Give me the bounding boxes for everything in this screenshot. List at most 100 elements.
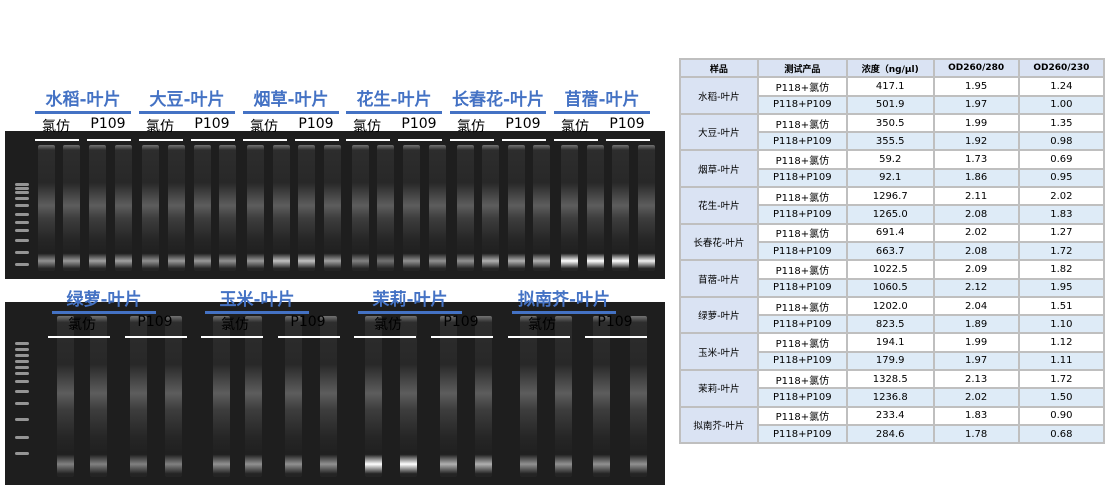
gel-lane xyxy=(324,145,341,271)
table-cell: 0.95 xyxy=(1017,167,1106,189)
gel-lane xyxy=(285,316,302,477)
table-cell: 823.5 xyxy=(845,314,935,335)
table-cell: 1.12 xyxy=(1017,332,1106,353)
ladder-band xyxy=(15,418,29,421)
ladder-band xyxy=(15,372,29,375)
table-cell: 1328.5 xyxy=(845,369,935,390)
ladder-band xyxy=(15,380,29,383)
ladder-band xyxy=(15,342,29,345)
table-row: 烟草-叶片 P118+氯仿 59.2 1.73 0.69 xyxy=(679,149,1106,189)
lane-group-bar xyxy=(139,139,183,141)
table-cell: 350.5 xyxy=(845,112,935,134)
gel-group-label: 绿萝-叶片 xyxy=(52,290,156,314)
lane-group-bar xyxy=(125,336,187,338)
gel-group-label: 水稻-叶片 xyxy=(35,90,131,114)
table-cell: 0.98 xyxy=(1017,131,1106,152)
gel-group-label: 烟草-叶片 xyxy=(243,90,339,114)
sample-cell: 苜蓿-叶片 xyxy=(679,259,759,298)
lane-group-bar xyxy=(201,336,263,338)
table-cell: 1.99 xyxy=(932,332,1020,353)
table-cell: 1.95 xyxy=(1017,277,1106,298)
gel-lane xyxy=(587,145,604,271)
ladder-band xyxy=(15,360,29,363)
sample-cell: 水稻-叶片 xyxy=(679,76,759,115)
lane-group-bar xyxy=(346,139,390,141)
lane-label: P109 xyxy=(597,314,633,330)
table-cell: 2.02 xyxy=(932,222,1020,243)
sample-cell: 拟南芥-叶片 xyxy=(679,405,759,445)
lane-label: P109 xyxy=(298,116,334,132)
lane-group-bar xyxy=(585,336,647,338)
lane-group-bar xyxy=(295,139,339,141)
ladder-band xyxy=(15,239,29,242)
table-cell: P118+P109 xyxy=(756,314,848,335)
table-cell: 2.11 xyxy=(932,186,1020,207)
gel-lane xyxy=(508,145,525,271)
lane-label: P109 xyxy=(194,116,230,132)
gel-lane xyxy=(475,316,492,477)
gel-lane xyxy=(482,145,499,271)
table-cell: 691.4 xyxy=(845,222,935,243)
lane-group-bar xyxy=(48,336,110,338)
lane-group-bar xyxy=(87,139,131,141)
gel-lane xyxy=(115,145,132,271)
lane-group-bar xyxy=(354,336,416,338)
table-cell: P118+P109 xyxy=(756,423,848,445)
table-cell: P118+氯仿 xyxy=(756,405,848,426)
sample-cell: 长春花-叶片 xyxy=(679,222,759,262)
table-cell: 663.7 xyxy=(845,240,935,262)
lane-group-bar xyxy=(398,139,442,141)
table-cell: 1.50 xyxy=(1017,387,1106,408)
table-cell: 0.69 xyxy=(1017,149,1106,170)
table-cell: 1265.0 xyxy=(845,204,935,225)
table-cell: P118+氯仿 xyxy=(756,222,848,243)
sample-cell: 茉莉-叶片 xyxy=(679,369,759,408)
gel-lane xyxy=(63,145,80,271)
table-row: P118+P109 179.9 1.97 1.11 xyxy=(680,350,1106,372)
table-row: 拟南芥-叶片 P118+氯仿 233.4 1.83 0.90 xyxy=(679,405,1106,445)
lane-label: 氯仿 xyxy=(561,119,589,135)
gel-lane xyxy=(561,145,578,271)
gel-image-bottom xyxy=(5,302,665,485)
ladder-band xyxy=(15,436,29,439)
gel-lane xyxy=(377,145,394,271)
gel-lane xyxy=(130,316,147,477)
table-cell: 2.13 xyxy=(932,369,1020,390)
gel-lane xyxy=(165,316,182,477)
table-row: P118+P109 1265.0 2.08 1.83 xyxy=(680,204,1106,225)
lane-group-bar xyxy=(243,139,287,141)
table-cell: P118+P109 xyxy=(756,167,848,189)
table-row: 水稻-叶片 P118+氯仿 417.1 1.95 1.24 xyxy=(679,76,1106,115)
ladder-band xyxy=(15,229,29,232)
table-cell: 2.02 xyxy=(1017,186,1106,207)
gel-lane xyxy=(168,145,185,271)
lane-label: 氯仿 xyxy=(353,119,381,135)
lane-group-bar xyxy=(554,139,598,141)
sample-cell: 花生-叶片 xyxy=(679,186,759,225)
lane-label: P109 xyxy=(137,314,173,330)
table-row: 绿萝-叶片 P118+氯仿 1202.0 2.04 1.51 xyxy=(679,295,1106,335)
column-header: 浓度（ng/μl) xyxy=(845,57,935,79)
gel-lane xyxy=(245,316,262,477)
gel-group-label: 苜蓿-叶片 xyxy=(554,90,650,114)
table-cell: 1.97 xyxy=(932,350,1020,372)
table-cell: P118+P109 xyxy=(756,131,848,152)
ladder-band xyxy=(15,452,29,455)
ladder-band xyxy=(15,390,29,393)
gel-lane xyxy=(533,145,550,271)
lane-label: 氯仿 xyxy=(250,119,278,135)
table-cell: 1060.5 xyxy=(845,277,935,298)
table-row: P118+P109 92.1 1.86 0.95 xyxy=(680,167,1106,189)
ladder-band xyxy=(15,263,29,266)
table-row: P118+P109 501.9 1.97 1.00 xyxy=(680,94,1106,115)
table-cell: 2.09 xyxy=(932,259,1020,280)
lane-group-bar xyxy=(278,336,340,338)
gel-lane xyxy=(403,145,420,271)
table-row: 长春花-叶片 P118+氯仿 691.4 2.02 1.27 xyxy=(679,222,1106,262)
sample-cell: 烟草-叶片 xyxy=(679,149,759,189)
table-cell: 1.78 xyxy=(932,423,1020,445)
gel-lane xyxy=(142,145,159,271)
table-row: P118+P109 823.5 1.89 1.10 xyxy=(680,314,1106,335)
table-row: 苜蓿-叶片 P118+氯仿 1022.5 2.09 1.82 xyxy=(679,259,1106,298)
table-header: 样品 测试产品 浓度（ng/μl) OD260/280 OD260/230 xyxy=(679,57,1106,79)
